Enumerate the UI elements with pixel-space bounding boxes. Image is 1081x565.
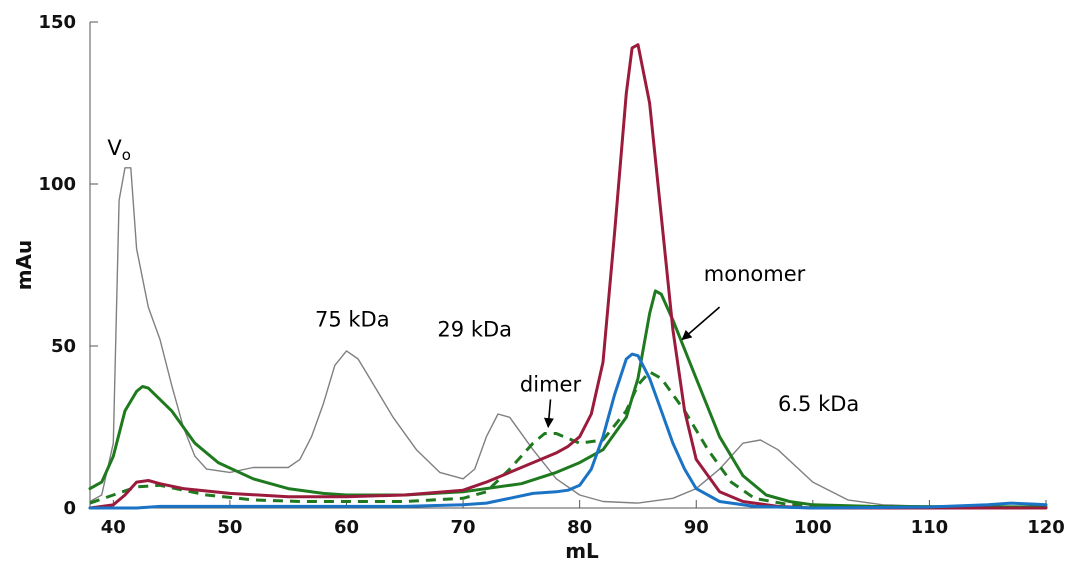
annotation-layer: Vo 75 kDa 29 kDa dimer monomer 6.5 kDa — [107, 136, 859, 428]
x-tick-label: 110 — [911, 517, 949, 538]
x-tick-label: 100 — [794, 517, 832, 538]
annotation-1: Vo — [107, 136, 131, 164]
y-tick-label: 150 — [38, 12, 76, 33]
x-tick-label: 60 — [334, 517, 359, 538]
annotation-5: monomer — [704, 262, 806, 286]
x-tick-label: 50 — [217, 517, 242, 538]
series-line-2 — [88, 289, 1048, 509]
series-line-3 — [89, 370, 1047, 510]
annotation-arrow-2 — [681, 306, 721, 341]
x-tick-label: 120 — [1027, 517, 1065, 538]
y-tick-label: 0 — [63, 498, 76, 519]
series-line-4 — [88, 43, 1048, 510]
annotation-6: 6.5 kDa — [778, 392, 859, 416]
y-tick-label: 100 — [38, 174, 76, 195]
y-axis-label: mAu — [12, 240, 36, 291]
annotation-4: dimer — [520, 372, 582, 396]
x-tick-label: 80 — [567, 517, 592, 538]
series-layer — [88, 43, 1048, 510]
annotation-arrow-1 — [543, 399, 554, 428]
annotation-3: 29 kDa — [437, 317, 512, 341]
x-tick-label: 40 — [101, 517, 126, 538]
y-tick-label: 50 — [51, 336, 76, 357]
annotation-2: 75 kDa — [315, 308, 390, 332]
series-line-1 — [89, 167, 1047, 508]
axes: 40 50 60 70 80 90 100 110 120 0 50 100 150 — [38, 12, 1064, 538]
x-tick-label: 90 — [684, 517, 709, 538]
x-tick-label: 70 — [451, 517, 476, 538]
x-axis-label: mL — [565, 539, 599, 563]
series-line-5 — [88, 352, 1048, 510]
